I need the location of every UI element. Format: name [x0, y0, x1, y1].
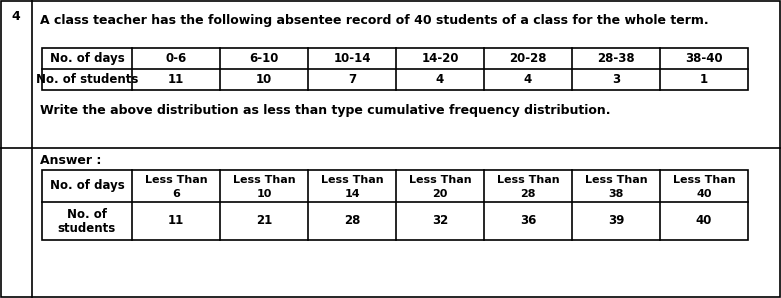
Text: No. of days: No. of days — [50, 52, 124, 65]
Bar — [42, 170, 748, 240]
Text: Less Than: Less Than — [144, 175, 207, 185]
Text: 1: 1 — [700, 73, 708, 86]
Text: 10-14: 10-14 — [333, 52, 371, 65]
Text: 38: 38 — [608, 189, 624, 199]
Text: 20: 20 — [433, 189, 448, 199]
Text: No. of students: No. of students — [36, 73, 138, 86]
Text: 11: 11 — [168, 73, 184, 86]
Text: 6-10: 6-10 — [249, 52, 279, 65]
Text: 10: 10 — [256, 189, 272, 199]
Text: Less Than: Less Than — [408, 175, 471, 185]
Text: 4: 4 — [524, 73, 532, 86]
Text: No. of: No. of — [67, 209, 107, 221]
Text: 28: 28 — [520, 189, 536, 199]
Text: 7: 7 — [348, 73, 356, 86]
Text: 4: 4 — [12, 10, 20, 23]
Text: Less Than: Less Than — [497, 175, 559, 185]
Text: 20-28: 20-28 — [509, 52, 547, 65]
Text: 28-38: 28-38 — [597, 52, 635, 65]
Text: 14-20: 14-20 — [421, 52, 458, 65]
Text: 21: 21 — [256, 215, 272, 227]
Text: No. of days: No. of days — [50, 179, 124, 193]
Text: students: students — [58, 223, 116, 235]
Text: 14: 14 — [344, 189, 360, 199]
Text: Less Than: Less Than — [585, 175, 647, 185]
Text: 4: 4 — [436, 73, 444, 86]
Text: 39: 39 — [608, 215, 624, 227]
Text: 36: 36 — [520, 215, 537, 227]
Text: 3: 3 — [612, 73, 620, 86]
Text: 40: 40 — [696, 189, 711, 199]
Text: Answer :: Answer : — [40, 154, 102, 167]
Text: 28: 28 — [344, 215, 360, 227]
Bar — [42, 48, 748, 90]
Text: Less Than: Less Than — [321, 175, 383, 185]
Text: Write the above distribution as less than type cumulative frequency distribution: Write the above distribution as less tha… — [40, 104, 611, 117]
Text: 10: 10 — [256, 73, 272, 86]
Text: 40: 40 — [696, 215, 712, 227]
Text: Less Than: Less Than — [672, 175, 736, 185]
Text: 6: 6 — [172, 189, 180, 199]
Text: 32: 32 — [432, 215, 448, 227]
Text: 11: 11 — [168, 215, 184, 227]
Text: 38-40: 38-40 — [685, 52, 722, 65]
Text: A class teacher has the following absentee record of 40 students of a class for : A class teacher has the following absent… — [40, 14, 708, 27]
Text: Less Than: Less Than — [233, 175, 295, 185]
Text: 0-6: 0-6 — [166, 52, 187, 65]
